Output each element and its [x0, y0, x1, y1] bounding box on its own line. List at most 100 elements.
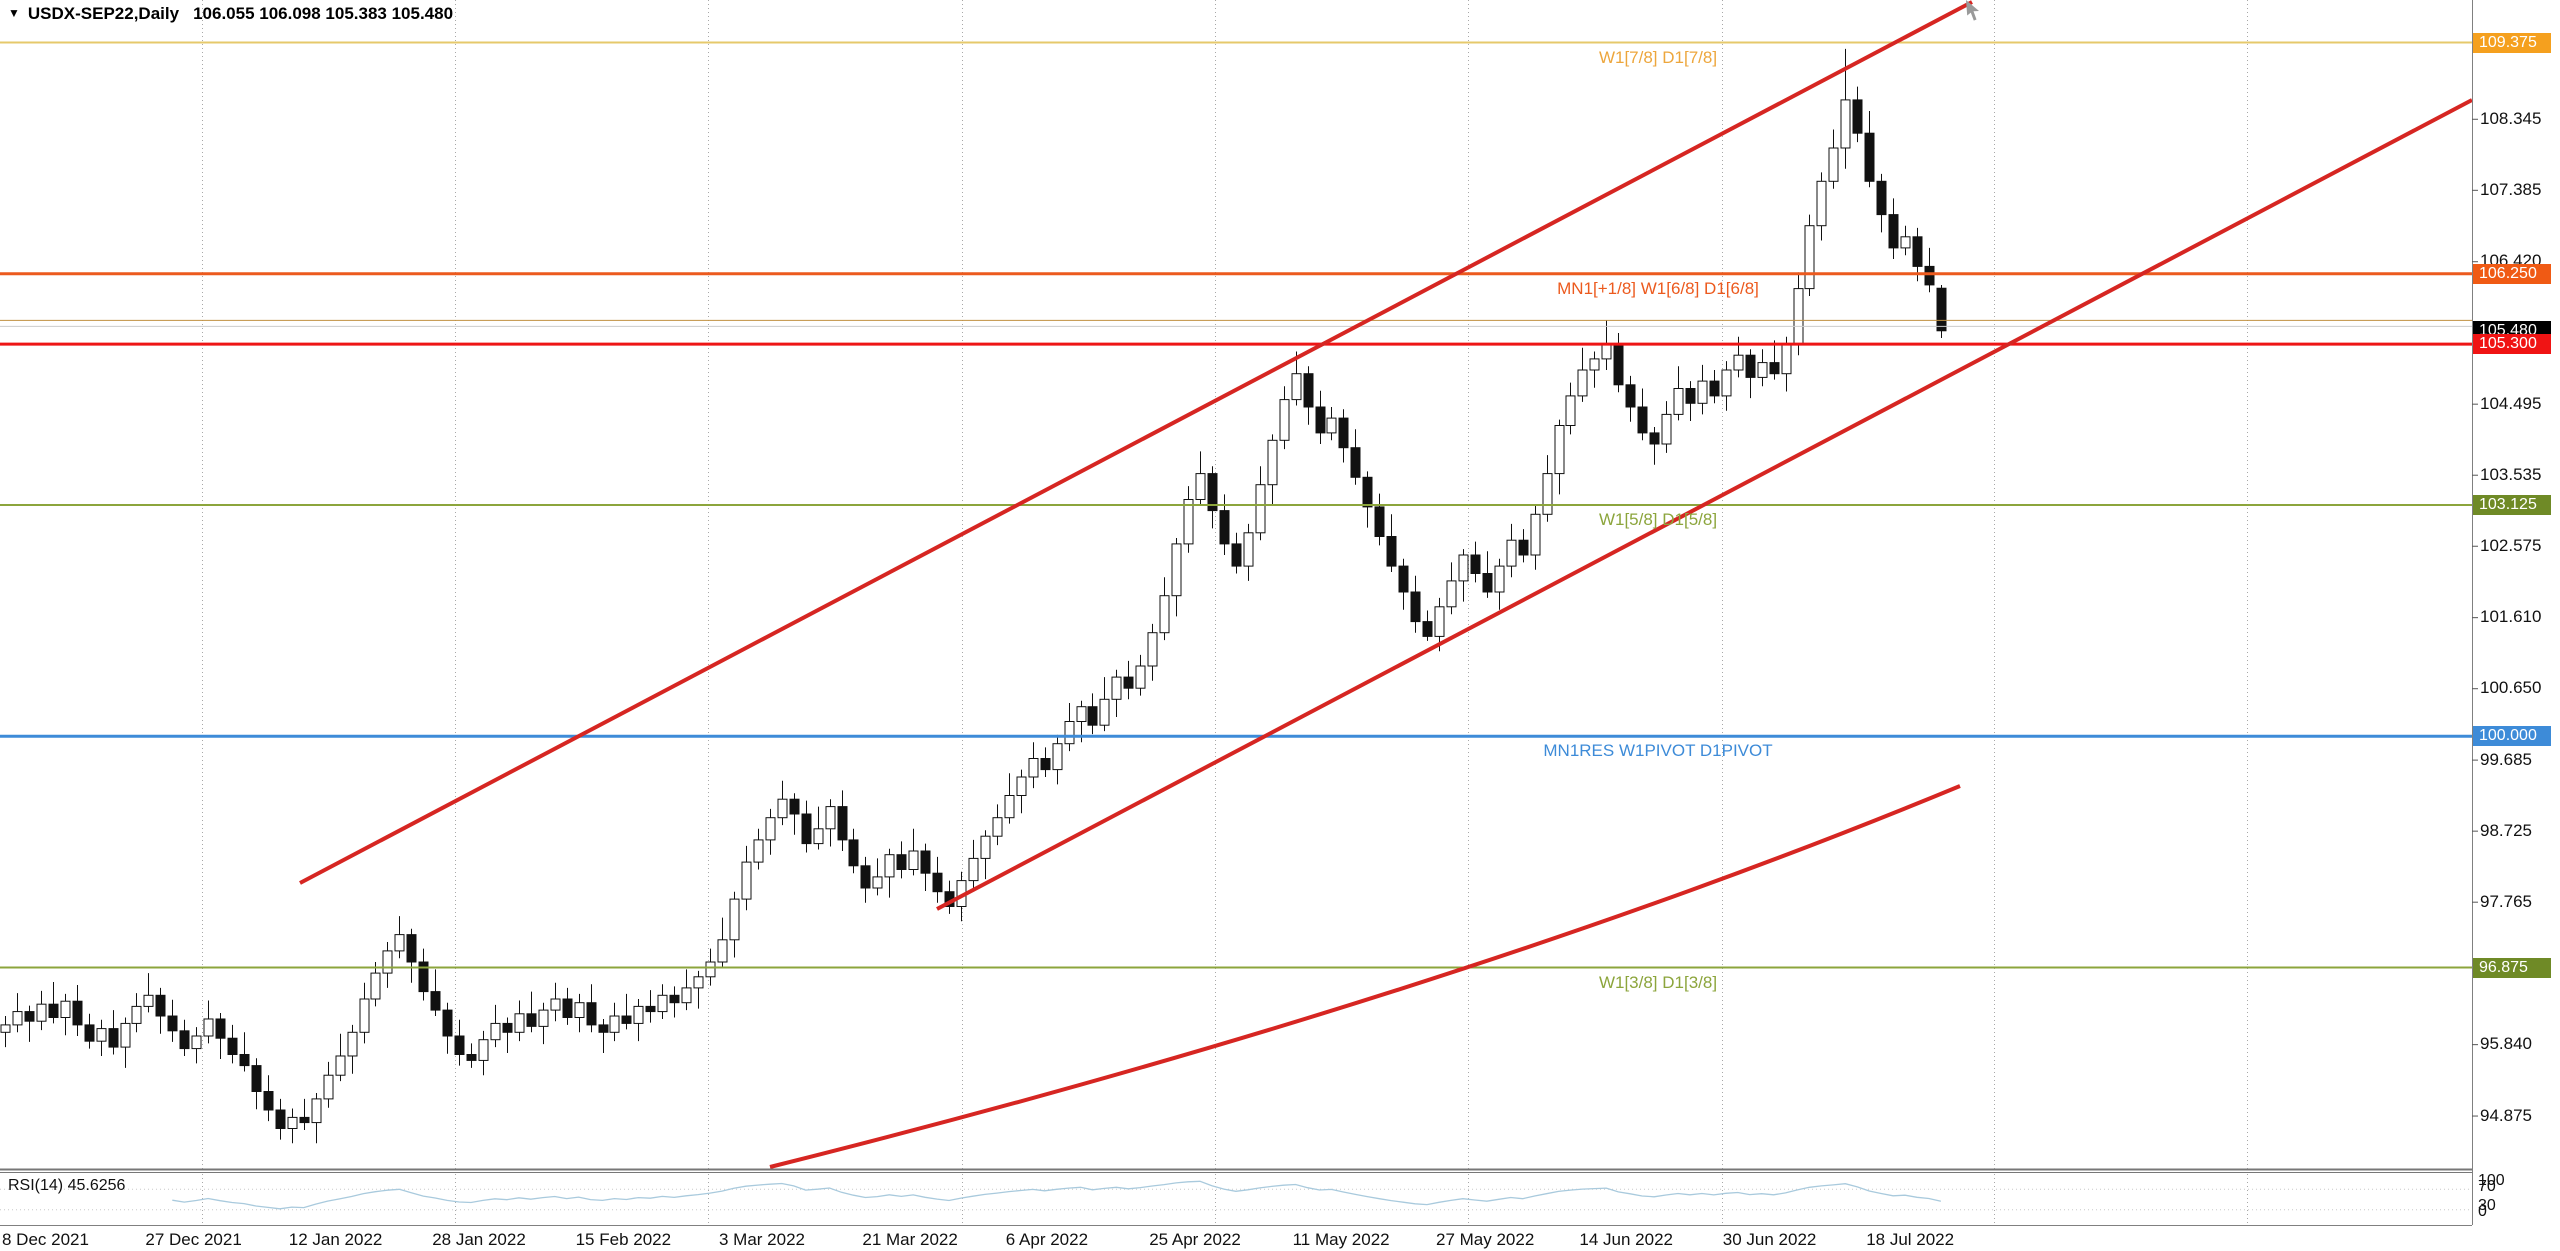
candlestick	[239, 1032, 250, 1072]
candlestick	[753, 828, 764, 870]
candlestick	[1816, 172, 1827, 241]
rsi-indicator-pane	[0, 1180, 2472, 1211]
trendline[interactable]	[936, 98, 2473, 911]
rsi-indicator-label: RSI(14) 45.6256	[8, 1177, 125, 1195]
candlestick	[1625, 375, 1636, 422]
candlestick	[359, 982, 370, 1044]
candlestick	[1291, 351, 1302, 406]
candlestick	[84, 1013, 95, 1049]
candlestick	[430, 969, 441, 1017]
candlestick	[120, 1017, 131, 1068]
candlestick	[657, 984, 668, 1019]
date-tick-label: 27 May 2022	[1436, 1230, 1535, 1249]
symbol-dropdown-icon[interactable]: ▼	[8, 6, 20, 20]
candlestick	[789, 793, 800, 835]
candlestick	[1040, 747, 1051, 777]
candlestick	[908, 828, 919, 876]
candlestick	[60, 993, 71, 1036]
candlestick	[490, 1004, 501, 1048]
candlestick	[131, 993, 142, 1033]
trend-channel-lines[interactable]	[299, 0, 2473, 1169]
price-tick-label: 97.765	[2480, 891, 2532, 911]
candlestick	[992, 804, 1003, 846]
candlestick	[1828, 129, 1839, 189]
candlestick	[1028, 742, 1039, 789]
candlestick	[729, 891, 740, 958]
candlestick	[167, 999, 178, 1042]
price-level-badge: 103.125	[2473, 495, 2551, 516]
candlestick	[1099, 677, 1110, 732]
candlestick	[645, 990, 656, 1023]
symbol-name: USDX-SEP22,Daily	[27, 4, 180, 23]
price-tick-label: 108.345	[2480, 108, 2542, 128]
rsi-value-text: RSI(14) 45.6256	[8, 1177, 126, 1194]
candlestick	[1064, 703, 1075, 752]
candlestick	[466, 1043, 477, 1068]
candlestick	[1147, 623, 1158, 681]
date-tick-label: 11 May 2022	[1292, 1230, 1390, 1249]
candlestick	[1446, 562, 1457, 615]
trendline-curve[interactable]	[769, 784, 1961, 1169]
candlestick	[920, 843, 931, 891]
date-tick-label: 27 Dec 2021	[145, 1230, 242, 1249]
candlestick	[1554, 419, 1565, 495]
candlestick	[382, 942, 393, 988]
candlestick	[1673, 366, 1684, 421]
rsi-scale-label: 100	[2478, 1172, 2505, 1189]
trendline[interactable]	[299, 0, 1973, 885]
candlestick	[179, 1019, 190, 1056]
candlestick	[299, 1098, 310, 1130]
date-tick-label: 18 Jul 2022	[1866, 1230, 1955, 1249]
candlestick	[896, 841, 907, 879]
candlestick	[669, 986, 680, 1018]
candlestick	[944, 880, 955, 914]
candlestick	[550, 982, 561, 1022]
candlestick	[1577, 347, 1588, 402]
candlestick	[1398, 558, 1409, 610]
candlestick	[968, 839, 979, 888]
candlestick	[1004, 773, 1015, 824]
rsi-scale-label: 70	[2478, 1178, 2496, 1195]
candlestick	[1243, 523, 1254, 581]
candlestick	[203, 1000, 214, 1044]
candlestick	[1255, 466, 1266, 541]
date-tick-label: 28 Jan 2022	[432, 1230, 526, 1249]
candlestick	[1900, 225, 1911, 256]
candlestick	[932, 856, 943, 903]
candlestick	[848, 828, 859, 874]
candlestick	[681, 969, 692, 1011]
candlestick	[96, 1019, 107, 1056]
candlestick	[1315, 390, 1326, 444]
candlestick	[1864, 111, 1875, 188]
candlestick	[1111, 669, 1122, 718]
candlestick	[1422, 610, 1433, 641]
candlestick	[825, 799, 836, 847]
candlestick	[1804, 214, 1815, 296]
candlestick	[1362, 471, 1373, 528]
candlestick	[1195, 451, 1206, 506]
candlestick	[1207, 466, 1218, 529]
candlestick	[1924, 247, 1935, 293]
candlestick	[837, 790, 848, 851]
murrey-level-lines	[0, 41, 2472, 969]
candlestick	[48, 981, 59, 1024]
candlestick	[1589, 351, 1600, 388]
candlestick	[72, 984, 83, 1036]
date-tick-label: 25 Apr 2022	[1149, 1230, 1241, 1249]
candlestick	[335, 1033, 346, 1082]
candlestick	[1326, 407, 1337, 441]
candlestick	[1530, 505, 1541, 570]
candlestick	[311, 1092, 322, 1144]
candlestick	[24, 1005, 35, 1042]
candlestick	[1709, 370, 1720, 404]
candlestick	[1386, 514, 1397, 573]
level-label: MN1[+1/8] W1[6/8] D1[6/8]	[1557, 278, 1759, 298]
candlestick	[801, 800, 812, 853]
candlestick	[323, 1061, 334, 1108]
level-label: MN1RES W1PIVOT D1PIVOT	[1543, 741, 1773, 761]
candlestick	[1888, 198, 1899, 259]
quote-ohlc: 106.055 106.098 105.383 105.480	[193, 4, 454, 23]
candlestick	[478, 1030, 489, 1076]
candlestick	[108, 1010, 119, 1055]
